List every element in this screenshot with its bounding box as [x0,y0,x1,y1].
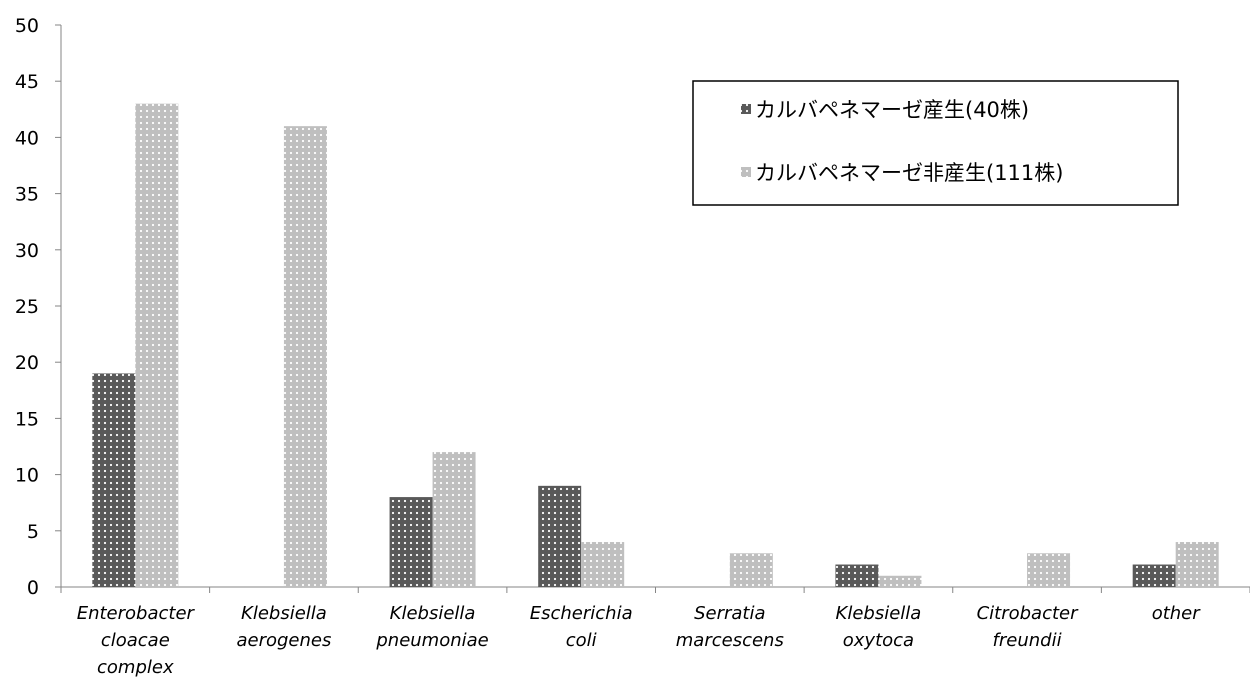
bar-series-1 [1132,564,1176,587]
x-tick-label-line: oxytoca [843,630,914,651]
x-tick-label-line: complex [97,657,174,678]
x-axis: Enterobacter cloacae complex Klebsiella aero… [60,586,1250,678]
y-axis: 0 5 10 15 20 25 30 35 40 45 50 [15,15,62,599]
y-tick-label: 45 [15,71,39,93]
bar-series-2 [1027,553,1071,587]
bar-series-2 [283,126,327,587]
x-tick-label-line: other [1152,603,1202,624]
legend-label-series-2: カルバペネマーゼ非産生(111株) [755,161,1063,185]
x-tick-label: Enterobacter cloacae complex [77,603,196,678]
y-tick-label: 50 [15,15,39,37]
y-tick-label: 5 [27,521,39,543]
bar-series-1 [538,485,582,587]
x-tick-label: Citrobacter freundii [977,603,1080,651]
x-tick-label-line: coli [566,630,597,651]
bar-series-2 [729,553,773,587]
legend-box [692,80,1179,206]
y-tick-label: 40 [15,127,39,149]
x-tick-label-line: marcescens [676,630,784,651]
x-tick-label: Klebsiella aerogenes [236,603,331,651]
y-tick-label: 25 [15,296,39,318]
y-tick-label: 35 [15,184,39,206]
bar-series-2 [581,542,625,587]
legend-swatch-series-2 [741,167,751,177]
legend: カルバペネマーゼ産生(40株) カルバペネマーゼ非産生(111株) [692,80,1179,206]
bars [92,103,1219,588]
x-tick-label-line: Klebsiella [390,603,476,624]
x-tick-label-line: Serratia [694,603,765,624]
x-tick-label-line: Klebsiella [836,603,922,624]
x-tick-label-line: Escherichia [530,603,633,624]
x-tick-label: Klebsiella oxytoca [836,603,922,651]
y-tick-label: 0 [27,577,39,599]
bar-series-1 [835,564,879,587]
y-tick-label: 20 [15,352,39,374]
bar-series-2 [135,103,179,588]
y-tick-label: 10 [15,465,39,487]
legend-swatch-series-1 [741,104,751,114]
x-tick-label: Escherichia coli [530,603,633,651]
x-tick-label-line: cloacae [101,630,170,651]
bar-series-1 [92,373,136,587]
x-tick-label-line: Citrobacter [977,603,1080,624]
legend-label-series-1: カルバペネマーゼ産生(40株) [755,98,1029,122]
bar-series-2 [432,452,476,587]
x-tick-label: Serratia marcescens [676,603,784,651]
x-tick-label: Klebsiella pneumoniae [375,603,488,651]
x-tick-label-line: Klebsiella [241,603,327,624]
y-tick-label: 15 [15,408,39,430]
x-tick-label-line: freundii [993,630,1062,651]
x-tick-label-line: aerogenes [236,630,331,651]
x-tick-label-line: pneumoniae [375,630,488,651]
x-tick-label: other [1152,603,1202,624]
bar-series-2 [1175,542,1219,587]
bar-series-2 [878,575,922,587]
bar-series-1 [389,497,433,587]
y-tick-label: 30 [15,240,39,262]
x-tick-label-line: Enterobacter [77,603,196,624]
